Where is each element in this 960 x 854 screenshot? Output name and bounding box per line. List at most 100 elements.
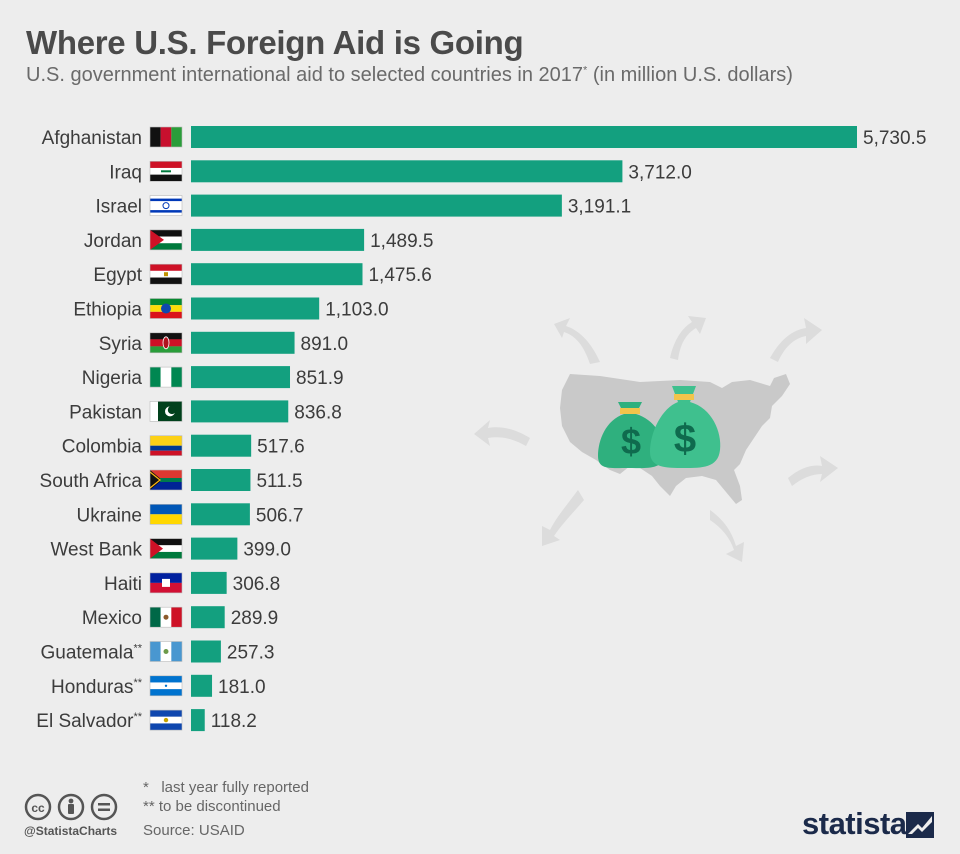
flag-part	[162, 578, 170, 587]
bar-row: Ethiopia 1,103.0	[73, 297, 389, 321]
flag-border	[149, 161, 183, 182]
category-footnote-mark: **	[133, 677, 142, 689]
value-label: 257.3	[227, 643, 275, 664]
category-name: Mexico	[82, 608, 142, 629]
bar	[191, 434, 252, 457]
value-label: 3,712.0	[628, 162, 691, 183]
flag-stripe	[150, 311, 182, 319]
category-name: El Salvador	[36, 711, 134, 732]
israel-flag-icon	[149, 195, 183, 216]
flag-stripe	[150, 689, 182, 696]
flag-stripe	[160, 367, 172, 388]
us-map-money-bags-illustration: $ $	[474, 316, 838, 562]
chart-subtitle: U.S. government international aid to sel…	[26, 64, 793, 87]
bar	[191, 606, 225, 629]
bar-row: El Salvador** 118.2	[36, 709, 257, 732]
bar-row: Israel 3,191.1	[96, 194, 631, 218]
value-label: 836.8	[294, 402, 342, 423]
flag-stripe	[150, 298, 182, 306]
flag-border	[149, 229, 183, 251]
money-bag-icon-right: $	[650, 386, 721, 468]
flag-stripe	[150, 551, 182, 559]
category-label: Iraq	[109, 162, 142, 183]
bar	[191, 126, 857, 148]
category-label: Syria	[99, 334, 143, 355]
cc-icon: cc	[24, 793, 52, 821]
flag-stripe	[150, 277, 182, 285]
value-label: 1,475.6	[368, 265, 431, 286]
bar	[191, 400, 289, 423]
statista-handle: @StatistaCharts	[24, 824, 118, 838]
bar-row: Ukraine 506.7	[77, 503, 303, 526]
category-label: Mexico	[82, 608, 142, 629]
subtitle-units: (in million U.S. dollars)	[587, 64, 793, 86]
arrow-icons	[474, 316, 838, 562]
bar	[191, 469, 251, 491]
arrow-up-icon	[670, 316, 706, 360]
syria-flag-icon	[149, 332, 183, 354]
svg-text:cc: cc	[31, 801, 45, 815]
flag-border	[149, 401, 183, 422]
chart-title: Where U.S. Foreign Aid is Going	[26, 24, 524, 61]
flag-part	[164, 272, 168, 277]
bar-row: Iraq 3,712.0	[109, 160, 692, 183]
category-name: Pakistan	[69, 402, 142, 423]
value-label: 289.9	[231, 608, 279, 629]
svg-text:$: $	[621, 421, 641, 462]
flag-part	[163, 717, 169, 723]
flag-part	[150, 229, 164, 250]
category-name: West Bank	[50, 540, 142, 561]
category-label: Israel	[96, 197, 142, 218]
flag-stripe	[171, 367, 182, 388]
bar-chart: Afghanistan 5,730.5 Iraq 3,712.0 Israel 3,191…	[36, 126, 926, 732]
flag-border	[149, 538, 183, 559]
flag-stripe	[150, 470, 182, 480]
flag-part	[163, 649, 169, 654]
value-label: 1,489.5	[370, 231, 433, 252]
flag-border	[149, 435, 183, 457]
category-label: Colombia	[62, 437, 143, 458]
flag-border	[149, 572, 183, 594]
flag-part	[163, 614, 169, 620]
flag-part	[162, 202, 170, 210]
flag-stripe	[150, 264, 182, 271]
flag-stripe	[150, 710, 182, 717]
flag-border	[149, 606, 183, 628]
category-footnote-mark: **	[133, 643, 142, 655]
statista-logo-icon	[906, 812, 934, 838]
flag-part	[160, 478, 182, 482]
bar-row: Guatemala** 257.3	[40, 640, 275, 664]
flag-stripe	[150, 480, 182, 490]
flag-part	[150, 401, 158, 422]
value-label: 517.6	[257, 437, 305, 458]
bar-row: Haiti 306.8	[104, 571, 281, 595]
el-salvador-flag-icon	[149, 709, 183, 731]
jordan-flag-icon	[149, 229, 183, 251]
flag-stripe	[150, 243, 182, 250]
ethiopia-flag-icon	[149, 298, 183, 319]
flag-border	[149, 195, 183, 216]
value-label: 3,191.1	[568, 197, 631, 218]
flag-stripe	[150, 332, 182, 340]
creative-commons-icons: cc	[24, 793, 118, 821]
flag-stripe	[150, 504, 182, 515]
category-label: El Salvador**	[36, 711, 142, 732]
category-name: Colombia	[62, 437, 143, 458]
category-name: Nigeria	[82, 368, 143, 389]
bar	[191, 640, 221, 663]
category-label: Jordan	[84, 231, 142, 252]
bar	[191, 297, 320, 320]
bar	[191, 160, 623, 183]
flag-stripe	[150, 367, 161, 388]
bar	[191, 537, 238, 560]
footnote-1: * last year fully reported	[143, 779, 309, 796]
category-name: Israel	[96, 197, 142, 218]
flag-stripe	[150, 161, 182, 168]
arrow-left-icon	[474, 420, 530, 446]
source-note: Source: USAID	[143, 822, 245, 839]
flag-part	[150, 210, 182, 213]
category-name: Ethiopia	[73, 300, 142, 321]
category-name: Jordan	[84, 231, 142, 252]
statista-logo[interactable]: statista	[802, 806, 907, 841]
value-label: 306.8	[233, 574, 281, 595]
